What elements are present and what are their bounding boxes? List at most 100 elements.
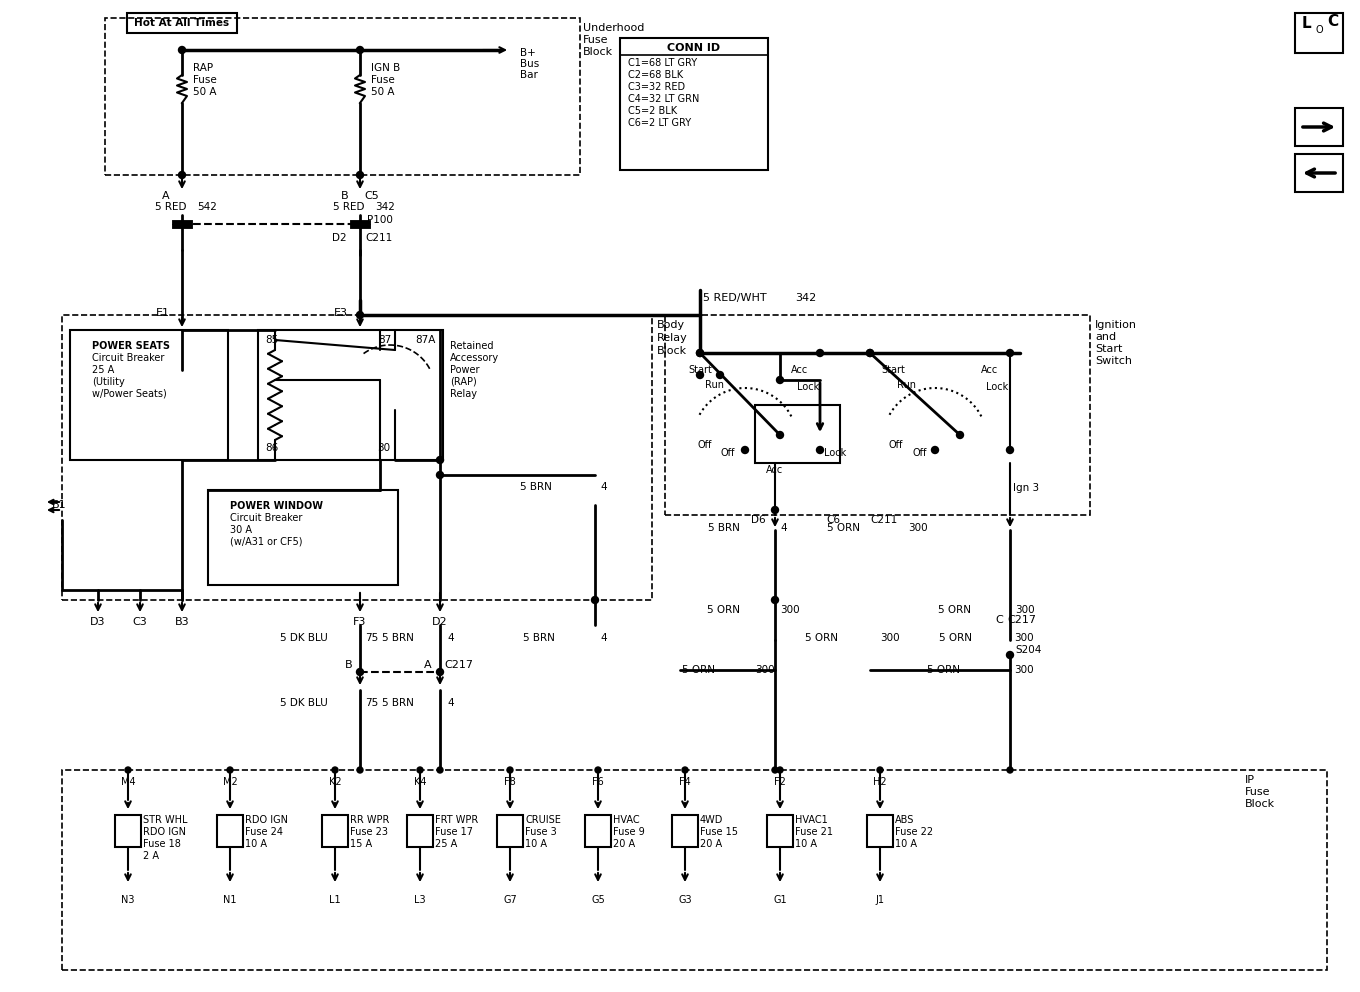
Circle shape xyxy=(125,767,131,773)
Text: Start: Start xyxy=(688,365,711,375)
Text: 5 ORN: 5 ORN xyxy=(805,633,838,643)
Bar xyxy=(1295,13,1342,53)
Text: 300: 300 xyxy=(880,633,899,643)
Text: 5 ORN: 5 ORN xyxy=(938,605,971,615)
Circle shape xyxy=(741,446,748,453)
Text: C5=2 BLK: C5=2 BLK xyxy=(628,106,677,116)
Text: 25 A: 25 A xyxy=(435,839,457,849)
Text: F3: F3 xyxy=(354,617,367,627)
Text: Block: Block xyxy=(583,47,613,57)
Text: A: A xyxy=(424,660,432,670)
Text: 30 A: 30 A xyxy=(230,525,252,535)
Bar xyxy=(63,770,1327,970)
Text: Block: Block xyxy=(657,346,687,356)
Circle shape xyxy=(816,446,824,453)
Bar xyxy=(258,330,443,460)
Text: B1: B1 xyxy=(52,500,67,510)
Text: 5 DK BLU: 5 DK BLU xyxy=(280,633,328,643)
Text: Lock: Lock xyxy=(986,382,1008,392)
Text: Fuse: Fuse xyxy=(583,35,608,45)
Bar xyxy=(63,315,651,600)
Text: C: C xyxy=(996,615,1004,625)
Bar xyxy=(322,815,348,847)
Text: O: O xyxy=(1315,25,1323,35)
Circle shape xyxy=(227,767,233,773)
Text: Fuse 15: Fuse 15 xyxy=(700,827,738,837)
Text: Off: Off xyxy=(913,448,928,458)
Bar xyxy=(126,13,237,33)
Text: Off: Off xyxy=(889,440,903,450)
Text: G3: G3 xyxy=(679,895,692,905)
Text: Power: Power xyxy=(450,365,480,375)
Text: 5 ORN: 5 ORN xyxy=(707,605,740,615)
Text: Start: Start xyxy=(1095,344,1122,354)
Text: Ignition: Ignition xyxy=(1095,320,1137,330)
Text: Body: Body xyxy=(657,320,685,330)
Text: C6: C6 xyxy=(826,515,840,525)
Text: B3: B3 xyxy=(174,617,189,627)
Circle shape xyxy=(437,767,443,773)
Text: POWER WINDOW: POWER WINDOW xyxy=(230,501,324,511)
Text: 87: 87 xyxy=(378,335,392,345)
Text: D2: D2 xyxy=(332,233,347,243)
Text: 300: 300 xyxy=(908,523,928,533)
Bar xyxy=(1295,108,1342,146)
Text: 5 BRN: 5 BRN xyxy=(520,482,552,492)
Bar xyxy=(868,815,894,847)
Text: L1: L1 xyxy=(329,895,341,905)
Circle shape xyxy=(437,669,443,676)
Bar xyxy=(116,815,141,847)
Text: C3=32 RED: C3=32 RED xyxy=(628,82,685,92)
Text: Fuse: Fuse xyxy=(371,75,394,85)
Text: Underhood: Underhood xyxy=(583,23,645,33)
Text: HVAC: HVAC xyxy=(613,815,639,825)
Text: Fuse 17: Fuse 17 xyxy=(435,827,473,837)
Text: Fuse: Fuse xyxy=(193,75,216,85)
Text: F8: F8 xyxy=(505,777,515,787)
Bar xyxy=(208,490,398,585)
Text: C4=32 LT GRN: C4=32 LT GRN xyxy=(628,94,699,104)
Circle shape xyxy=(816,349,824,356)
Bar xyxy=(672,815,698,847)
Text: 4: 4 xyxy=(447,698,454,708)
Text: 342: 342 xyxy=(375,202,394,212)
Text: 20 A: 20 A xyxy=(700,839,722,849)
Circle shape xyxy=(777,377,783,384)
Text: C6=2 LT GRY: C6=2 LT GRY xyxy=(628,118,691,128)
Text: 5 RED: 5 RED xyxy=(155,202,186,212)
Text: Fuse 18: Fuse 18 xyxy=(143,839,181,849)
Text: F6: F6 xyxy=(592,777,604,787)
Text: 4: 4 xyxy=(447,633,454,643)
Text: Lock: Lock xyxy=(824,448,846,458)
Text: 20 A: 20 A xyxy=(613,839,635,849)
Text: F4: F4 xyxy=(679,777,691,787)
Text: 10 A: 10 A xyxy=(895,839,917,849)
Text: 86: 86 xyxy=(265,443,279,453)
Text: (w/A31 or CF5): (w/A31 or CF5) xyxy=(230,537,302,547)
Bar xyxy=(407,815,432,847)
Text: M2: M2 xyxy=(223,777,238,787)
Text: 5 ORN: 5 ORN xyxy=(938,633,972,643)
Text: IP: IP xyxy=(1244,775,1255,785)
Text: C: C xyxy=(1327,15,1338,30)
Text: 5 DK BLU: 5 DK BLU xyxy=(280,698,328,708)
Text: 4: 4 xyxy=(600,633,607,643)
Text: Off: Off xyxy=(721,448,736,458)
Text: 5 RED/WHT: 5 RED/WHT xyxy=(703,293,767,303)
Text: J1: J1 xyxy=(876,895,884,905)
Text: CONN ID: CONN ID xyxy=(668,43,721,53)
Text: Run: Run xyxy=(898,380,917,390)
Text: 10 A: 10 A xyxy=(796,839,817,849)
Text: 300: 300 xyxy=(1015,605,1035,615)
Circle shape xyxy=(178,172,185,179)
Circle shape xyxy=(507,767,513,773)
Text: G5: G5 xyxy=(592,895,605,905)
Text: RAP: RAP xyxy=(193,63,214,73)
Text: Ign 3: Ign 3 xyxy=(1013,483,1039,493)
Text: HVAC1: HVAC1 xyxy=(796,815,828,825)
Circle shape xyxy=(866,349,873,356)
Circle shape xyxy=(866,349,873,356)
Text: C5: C5 xyxy=(364,191,378,201)
Text: 4: 4 xyxy=(781,523,786,533)
Text: 300: 300 xyxy=(755,665,775,675)
